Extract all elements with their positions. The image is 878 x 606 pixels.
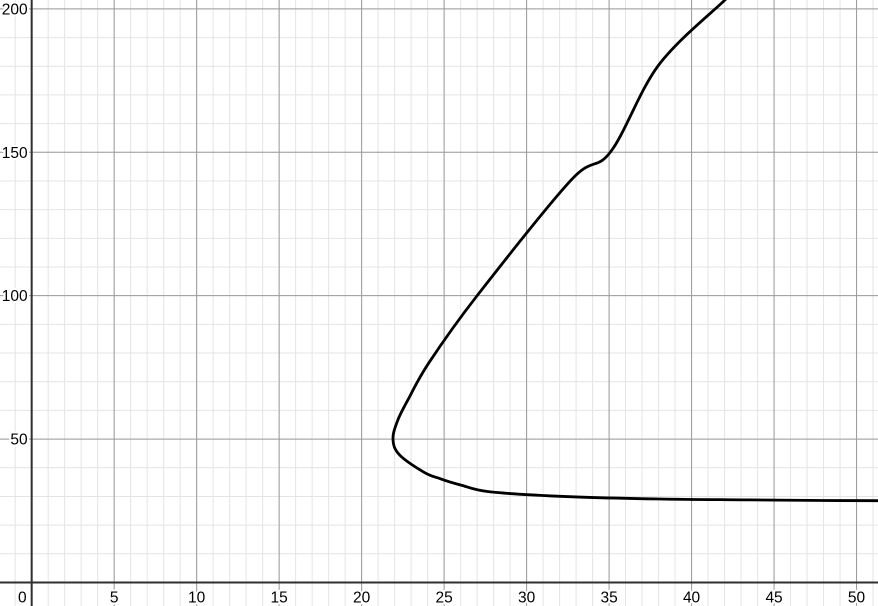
x-tick-label-5: 5 — [110, 589, 119, 606]
y-tick-label-50: 50 — [10, 432, 28, 449]
x-tick-label-30: 30 — [518, 589, 536, 606]
y-tick-label-100: 100 — [2, 288, 28, 305]
x-tick-label-40: 40 — [683, 589, 701, 606]
y-tick-label-200: 200 — [2, 1, 28, 18]
x-axis-tick-labels: 0 5 10 15 20 25 30 35 40 45 50 — [16, 587, 867, 606]
y-tick-label-150: 150 — [2, 145, 28, 162]
x-tick-label-20: 20 — [353, 589, 371, 606]
x-tick-label-0: 0 — [18, 589, 27, 606]
x-tick-label-35: 35 — [600, 589, 617, 606]
x-tick-label-45: 45 — [765, 589, 782, 606]
x-tick-label-25: 25 — [435, 589, 452, 606]
x-tick-label-10: 10 — [188, 589, 206, 606]
plotted-curve — [391, 0, 878, 503]
x-tick-label-15: 15 — [271, 589, 288, 606]
y-axis-tick-labels: 50 100 150 200 — [0, 0, 30, 451]
x-tick-label-50: 50 — [848, 589, 866, 606]
